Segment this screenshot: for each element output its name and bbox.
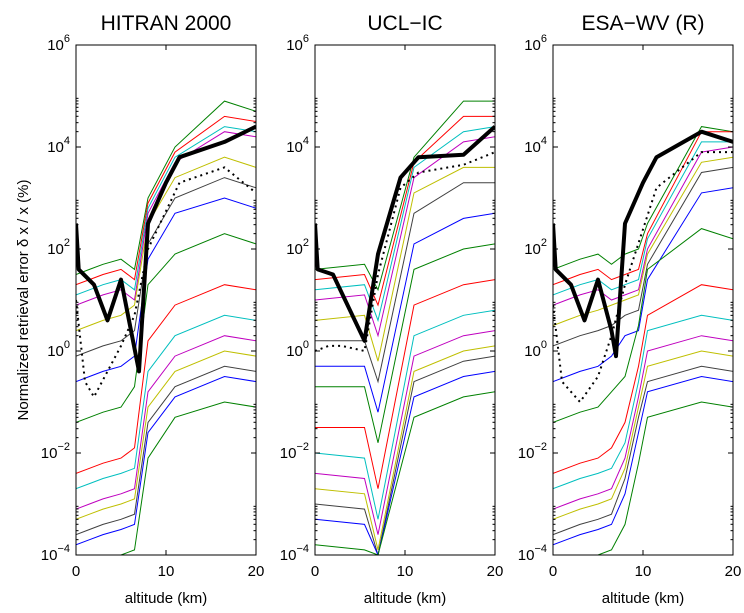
series-line bbox=[315, 309, 495, 520]
dotted-series-line bbox=[553, 151, 733, 404]
y-tick-label: 106 bbox=[47, 33, 70, 54]
series-line bbox=[76, 197, 256, 383]
series-line bbox=[76, 156, 256, 332]
series-line bbox=[315, 243, 495, 443]
series-line bbox=[315, 126, 495, 323]
series-line bbox=[315, 370, 495, 555]
y-tick-label: 106 bbox=[286, 33, 309, 54]
series-line bbox=[553, 401, 733, 555]
y-tick-label: 104 bbox=[286, 135, 309, 156]
series-line bbox=[76, 284, 256, 474]
y-tick-label: 10−2 bbox=[280, 441, 309, 462]
series-line bbox=[553, 365, 733, 536]
x-axis-label: altitude (km) bbox=[125, 590, 208, 607]
series-line bbox=[315, 136, 495, 338]
y-tick-label: 102 bbox=[524, 237, 547, 258]
y-tick-label: 10−2 bbox=[518, 441, 547, 462]
series-line bbox=[76, 100, 256, 275]
series-line bbox=[76, 350, 256, 520]
series-line bbox=[315, 182, 495, 384]
series-line bbox=[315, 355, 495, 555]
y-tick-label: 100 bbox=[47, 339, 70, 360]
series-line bbox=[553, 126, 733, 270]
y-tick-label: 100 bbox=[286, 339, 309, 360]
panel-title: HITRAN 2000 bbox=[101, 12, 232, 35]
series-line bbox=[315, 330, 495, 535]
series-line bbox=[553, 141, 733, 296]
series-line bbox=[76, 314, 256, 490]
series-line bbox=[553, 335, 733, 510]
series-line bbox=[553, 146, 733, 306]
x-tick-label: 20 bbox=[248, 563, 265, 580]
series-line bbox=[315, 212, 495, 413]
panel-title: ESA−WV (R) bbox=[581, 12, 704, 35]
series-line bbox=[76, 131, 256, 306]
y-tick-label: 10−4 bbox=[518, 543, 547, 564]
y-tick-label: 102 bbox=[286, 237, 309, 258]
panel-1: HITRAN 2000 10−4 10−2 100 102 104 106 0 10 20 alti… bbox=[41, 12, 265, 607]
series-line bbox=[76, 115, 256, 286]
series-line bbox=[315, 166, 495, 362]
series-line bbox=[553, 375, 733, 546]
series-line bbox=[76, 401, 256, 555]
y-tick-label: 106 bbox=[524, 33, 547, 54]
series-line bbox=[76, 375, 256, 546]
series-line bbox=[553, 350, 733, 520]
y-tick-label: 102 bbox=[47, 237, 70, 258]
series-line bbox=[315, 279, 495, 489]
y-tick-label: 10−2 bbox=[41, 441, 70, 462]
series-line bbox=[553, 166, 733, 347]
series-line bbox=[315, 115, 495, 307]
series-line bbox=[553, 131, 733, 286]
y-tick-label: 100 bbox=[524, 339, 547, 360]
series-line bbox=[315, 391, 495, 555]
x-tick-label: 0 bbox=[549, 563, 557, 580]
dotted-series-line bbox=[76, 166, 256, 399]
x-axis-label: altitude (km) bbox=[602, 590, 685, 607]
series-line bbox=[76, 365, 256, 536]
x-tick-label: 10 bbox=[158, 563, 175, 580]
bold-series-line bbox=[315, 125, 495, 343]
x-tick-label: 0 bbox=[311, 563, 319, 580]
series-line bbox=[315, 345, 495, 551]
y-tick-label: 10−4 bbox=[41, 543, 70, 564]
panel-2: UCL−IC 10−4 10−2 100 102 104 106 0 10 20 altitude … bbox=[280, 12, 504, 607]
series-line bbox=[553, 284, 733, 474]
bold-series-line bbox=[76, 124, 256, 374]
x-tick-label: 10 bbox=[635, 563, 652, 580]
bold-series-line bbox=[553, 129, 733, 359]
x-axis-label: altitude (km) bbox=[364, 590, 447, 607]
x-tick-label: 0 bbox=[72, 563, 80, 580]
y-axis-label: Normalized retrieval error δ x / x (%) bbox=[15, 180, 32, 421]
series-line bbox=[76, 177, 256, 357]
y-tick-label: 104 bbox=[47, 135, 70, 156]
x-tick-label: 20 bbox=[487, 563, 504, 580]
y-tick-label: 10−4 bbox=[280, 543, 309, 564]
panel-title: UCL−IC bbox=[367, 12, 442, 35]
plot-frame bbox=[314, 44, 496, 556]
series-line bbox=[315, 100, 495, 292]
series-line bbox=[76, 335, 256, 510]
x-tick-label: 10 bbox=[397, 563, 414, 580]
dotted-series-line bbox=[315, 151, 495, 353]
series-line bbox=[553, 314, 733, 490]
y-tick-label: 104 bbox=[524, 135, 547, 156]
panel-3: ESA−WV (R) 10−4 10−2 100 102 104 106 0 10 20 altit… bbox=[518, 12, 742, 607]
series-line bbox=[553, 228, 733, 423]
series-line bbox=[76, 233, 256, 423]
x-tick-label: 20 bbox=[725, 563, 742, 580]
